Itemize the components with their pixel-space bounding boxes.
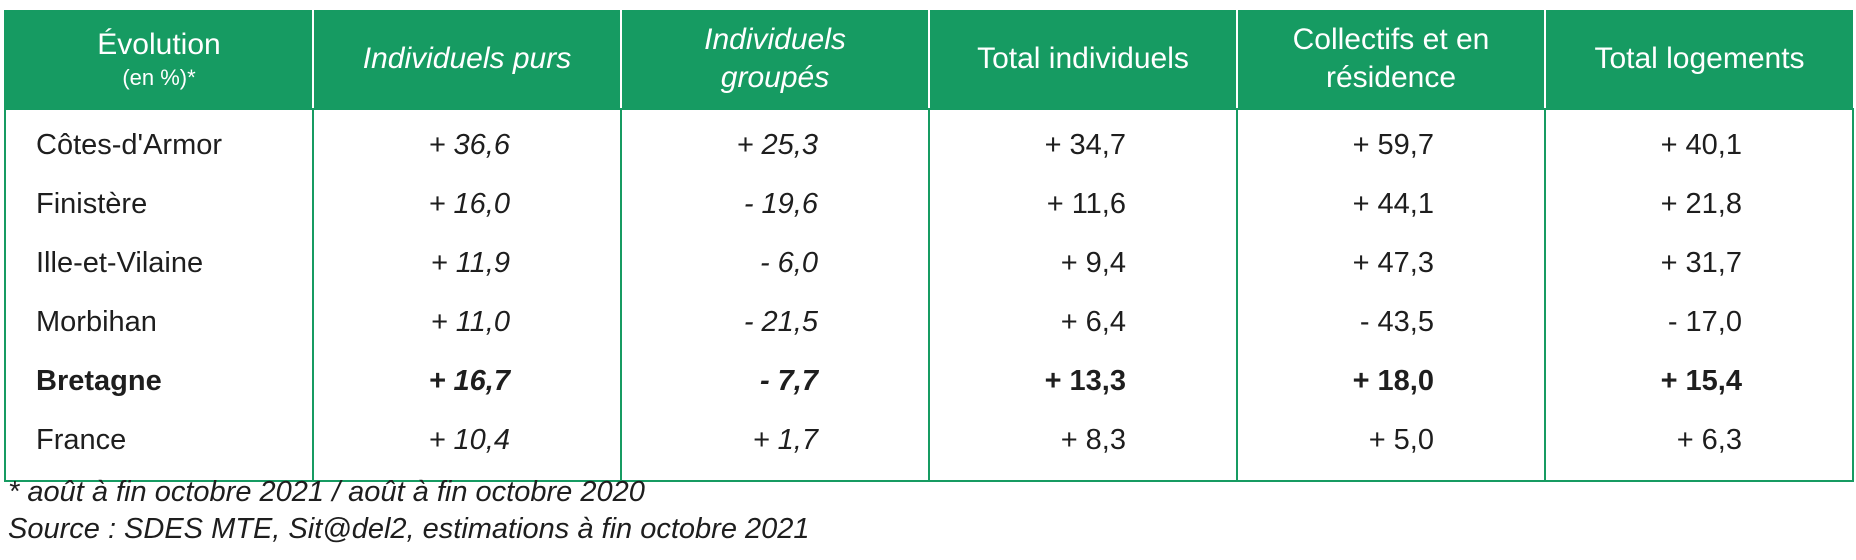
header-evolution-unit: (en %)*	[122, 65, 196, 90]
cell-value: - 6,0	[620, 234, 930, 293]
cell-value: + 11,6	[928, 175, 1238, 234]
table-notes: * août à fin octobre 2021 / août à fin o…	[8, 474, 810, 548]
cell-value: + 16,7	[312, 352, 622, 411]
cell-value: + 9,4	[928, 234, 1238, 293]
cell-value: + 10,4	[312, 411, 622, 482]
cell-value: + 11,9	[312, 234, 622, 293]
cell-value: + 5,0	[1236, 411, 1546, 482]
cell-value: - 17,0	[1544, 293, 1854, 352]
table-row: Morbihan + 11,0- 21,5 + 6,4- 43,5- 17,0	[4, 293, 1854, 352]
cell-value: + 47,3	[1236, 234, 1546, 293]
table-row: Côtes-d'Armor + 36,6 + 25,3 + 34,7 + 59,7 + 4…	[4, 109, 1854, 175]
cell-value: + 25,3	[620, 109, 930, 175]
table-row: France + 10,4 + 1,7 + 8,3 + 5,0 + 6,3	[4, 411, 1854, 482]
header-individuels-groupes: Individuels groupés	[620, 10, 929, 110]
cell-value: + 59,7	[1236, 109, 1546, 175]
table-row: Ille-et-Vilaine + 11,9- 6,0 + 9,4 + 47,3 + 3…	[4, 234, 1854, 293]
table-row: Finistère + 16,0- 19,6 + 11,6 + 44,1 + 21,8	[4, 175, 1854, 234]
row-label: Ille-et-Vilaine	[4, 234, 314, 293]
row-label: Côtes-d'Armor	[4, 109, 314, 175]
table-header-row: Évolution (en %)* Individuels purs Indiv…	[4, 10, 1853, 110]
cell-value: + 15,4	[1544, 352, 1854, 411]
cell-value: + 36,6	[312, 109, 622, 175]
cell-value: + 1,7	[620, 411, 930, 482]
header-total-logements-label: Total logements	[1594, 42, 1805, 75]
row-label: Finistère	[4, 175, 314, 234]
cell-value: + 16,0	[312, 175, 622, 234]
cell-value: - 7,7	[620, 352, 930, 411]
cell-value: - 21,5	[620, 293, 930, 352]
header-individuels-groupes-line2: groupés	[720, 61, 830, 94]
row-label: France	[4, 411, 314, 482]
header-individuels-groupes-line1: Individuels	[704, 23, 846, 56]
cell-value: - 43,5	[1236, 293, 1546, 352]
header-total-individuels-label: Total individuels	[977, 42, 1189, 75]
cell-value: + 18,0	[1236, 352, 1546, 411]
data-table-container: Évolution (en %)* Individuels purs Indiv…	[4, 10, 1854, 482]
header-collectifs-line2: résidence	[1325, 61, 1457, 94]
header-collectifs: Collectifs et en résidence	[1236, 10, 1545, 110]
header-total-individuels: Total individuels	[928, 10, 1237, 110]
header-individuels-purs-label: Individuels purs	[362, 42, 572, 75]
header-evolution-label: Évolution	[97, 28, 221, 61]
header-collectifs-line1: Collectifs et en	[1292, 23, 1490, 56]
cell-value: + 21,8	[1544, 175, 1854, 234]
row-label: Morbihan	[4, 293, 314, 352]
row-label: Bretagne	[4, 352, 314, 411]
header-individuels-purs: Individuels purs	[312, 10, 621, 110]
source-note: Source : SDES MTE, Sit@del2, estimations…	[8, 513, 810, 545]
header-total-logements: Total logements	[1544, 10, 1853, 110]
housing-evolution-table: Évolution (en %)* Individuels purs Indiv…	[4, 10, 1854, 482]
cell-value: + 8,3	[928, 411, 1238, 482]
cell-value: + 34,7	[928, 109, 1238, 175]
cell-value: + 6,3	[1544, 411, 1854, 482]
cell-value: + 31,7	[1544, 234, 1854, 293]
cell-value: + 40,1	[1544, 109, 1854, 175]
table-row: Bretagne + 16,7- 7,7 + 13,3 + 18,0 + 15,4	[4, 352, 1854, 411]
cell-value: + 44,1	[1236, 175, 1546, 234]
header-evolution: Évolution (en %)*	[4, 10, 313, 110]
cell-value: - 19,6	[620, 175, 930, 234]
cell-value: + 6,4	[928, 293, 1238, 352]
footnote: * août à fin octobre 2021 / août à fin o…	[8, 476, 645, 508]
cell-value: + 13,3	[928, 352, 1238, 411]
table-body: Côtes-d'Armor + 36,6 + 25,3 + 34,7 + 59,7 + 4…	[4, 109, 1854, 482]
cell-value: + 11,0	[312, 293, 622, 352]
